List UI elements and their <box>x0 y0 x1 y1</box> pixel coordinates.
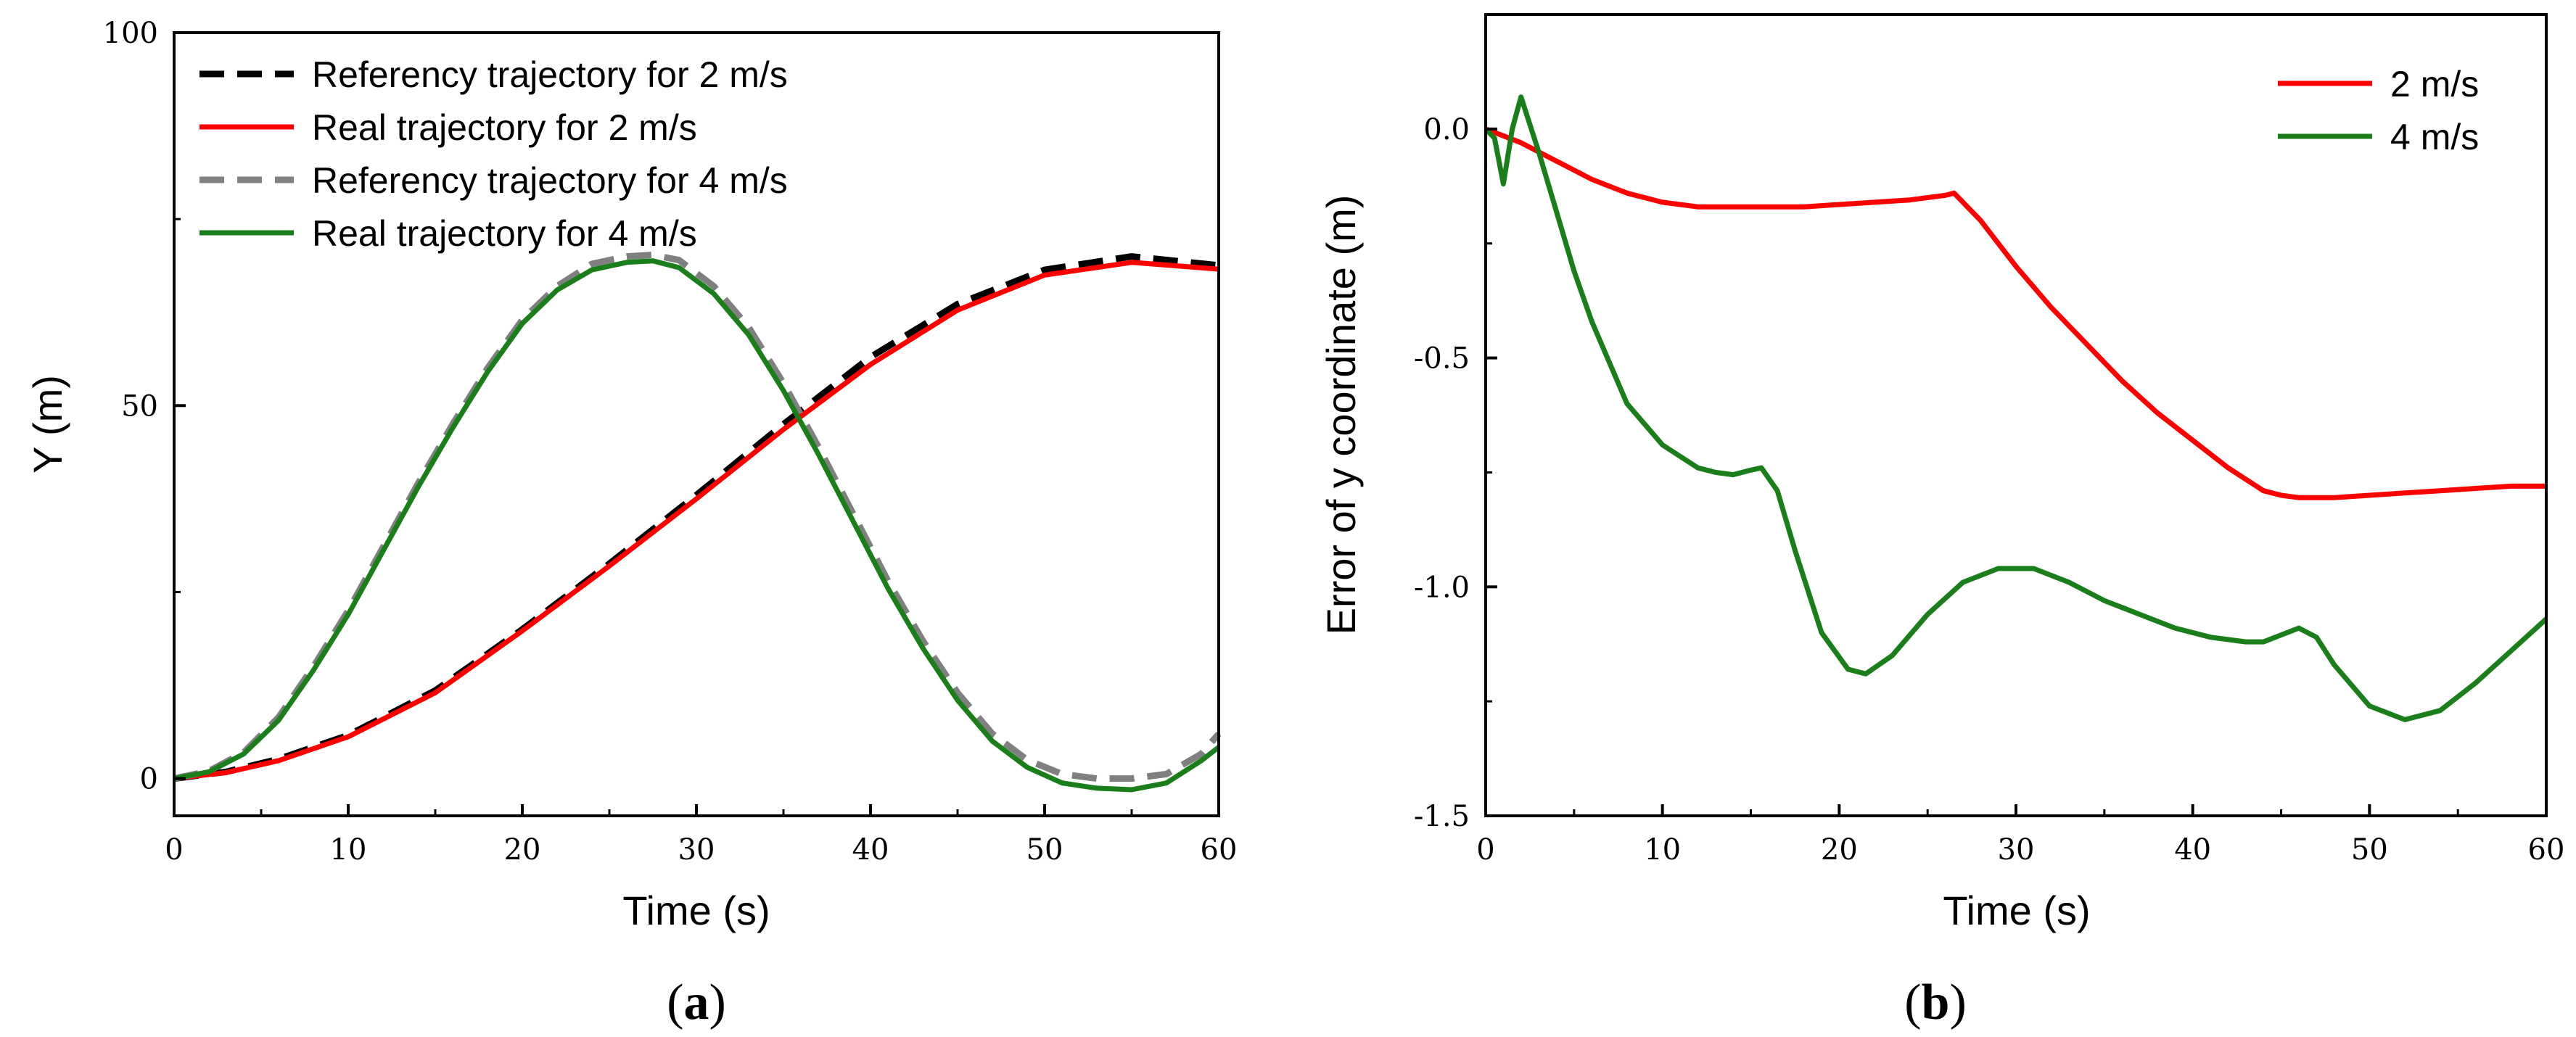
panel-label-b: (b) <box>1904 975 1967 1030</box>
x-tick-label-0-3: 30 <box>678 833 715 867</box>
legend-label-a-0: Referency trajectory for 2 m/s <box>312 54 788 95</box>
legend-label-a-1: Real trajectory for 2 m/s <box>312 107 697 148</box>
y-tick-label-0-1: 50 <box>121 389 158 423</box>
chart-a: 0 10 20 30 40 50 60 0 50 100 Referency trajectory… <box>25 17 1237 1030</box>
legend-label-b-1: 4 m/s <box>2390 117 2479 157</box>
x-tick-label-0-1: 10 <box>330 833 367 867</box>
legend-item-b-1: 4 m/s <box>2278 117 2479 157</box>
series-line-0-0 <box>173 253 1219 782</box>
chart-b-series-layer <box>1484 94 2548 722</box>
x-tick-label-0-0: 0 <box>165 833 183 867</box>
legend-item-a-0: Referency trajectory for 2 m/s <box>199 54 788 95</box>
svg-text:(a): (a) <box>667 975 726 1030</box>
series-line-0-3 <box>173 258 1221 793</box>
legend-label-a-2: Referency trajectory for 4 m/s <box>312 160 788 201</box>
x-tick-label-1-5: 50 <box>2351 833 2388 867</box>
y-tick-label-1-1: -0.5 <box>1414 342 1470 376</box>
chart-a-frame <box>173 31 1220 817</box>
svg-text:(b): (b) <box>1904 975 1967 1030</box>
chart-b-x-axis-label: Time (s) <box>1943 888 2090 933</box>
y-tick-label-1-3: -1.5 <box>1414 800 1470 833</box>
legend-label-a-3: Real trajectory for 4 m/s <box>312 213 697 254</box>
panel-label-a: (a) <box>667 975 726 1030</box>
chart-a-x-axis-label: Time (s) <box>622 888 770 933</box>
x-tick-label-0-4: 40 <box>852 833 889 867</box>
x-tick-label-1-2: 20 <box>1821 833 1858 867</box>
y-tick-label-0-2: 100 <box>103 17 158 50</box>
legend-item-b-0: 2 m/s <box>2278 64 2479 104</box>
x-tick-label-1-4: 40 <box>2174 833 2211 867</box>
chart-a-series-layer <box>173 252 1222 793</box>
chart-b-frame <box>1484 13 2548 817</box>
x-tick-label-1-0: 0 <box>1476 833 1494 867</box>
x-tick-label-1-3: 30 <box>1998 833 2035 867</box>
series-line-0-2 <box>173 252 1222 782</box>
chart-b-y-axis-label: Error of y coordinate (m) <box>1318 195 1364 635</box>
x-tick-label-1-1: 10 <box>1644 833 1681 867</box>
chart-b-legend: 2 m/s 4 m/s <box>2278 64 2479 157</box>
panel-label-a-letter: a <box>684 975 709 1030</box>
y-tick-label-0-0: 0 <box>140 763 158 796</box>
legend-item-a-3: Real trajectory for 4 m/s <box>199 213 697 254</box>
chart-b: 0 10 20 30 40 50 60 0.0 -0.5 -1.0 -1.5 2 m/s 4 m/s… <box>1318 13 2565 1030</box>
x-tick-label-1-6: 60 <box>2528 833 2565 867</box>
y-tick-label-1-2: -1.0 <box>1414 571 1470 604</box>
panel-label-b-letter: b <box>1922 975 1950 1030</box>
y-tick-label-1-0: 0.0 <box>1423 113 1470 146</box>
x-tick-label-0-5: 50 <box>1026 833 1063 867</box>
chart-a-ticks: 0 10 20 30 40 50 60 0 50 100 <box>103 17 1238 867</box>
chart-a-legend: Referency trajectory for 2 m/s Real traj… <box>199 54 788 254</box>
legend-item-a-2: Referency trajectory for 4 m/s <box>199 160 788 201</box>
x-tick-label-0-2: 20 <box>504 833 541 867</box>
chart-a-y-axis-label: Y (m) <box>25 375 70 474</box>
x-tick-label-0-6: 60 <box>1201 833 1238 867</box>
series-line-1-0 <box>1484 126 2546 500</box>
legend-item-a-1: Real trajectory for 2 m/s <box>199 107 697 148</box>
chart-b-ticks: 0 10 20 30 40 50 60 0.0 -0.5 -1.0 -1.5 <box>1414 113 2565 867</box>
legend-label-b-0: 2 m/s <box>2390 64 2479 104</box>
series-line-1-1 <box>1484 94 2548 722</box>
series-line-0-1 <box>173 260 1219 782</box>
